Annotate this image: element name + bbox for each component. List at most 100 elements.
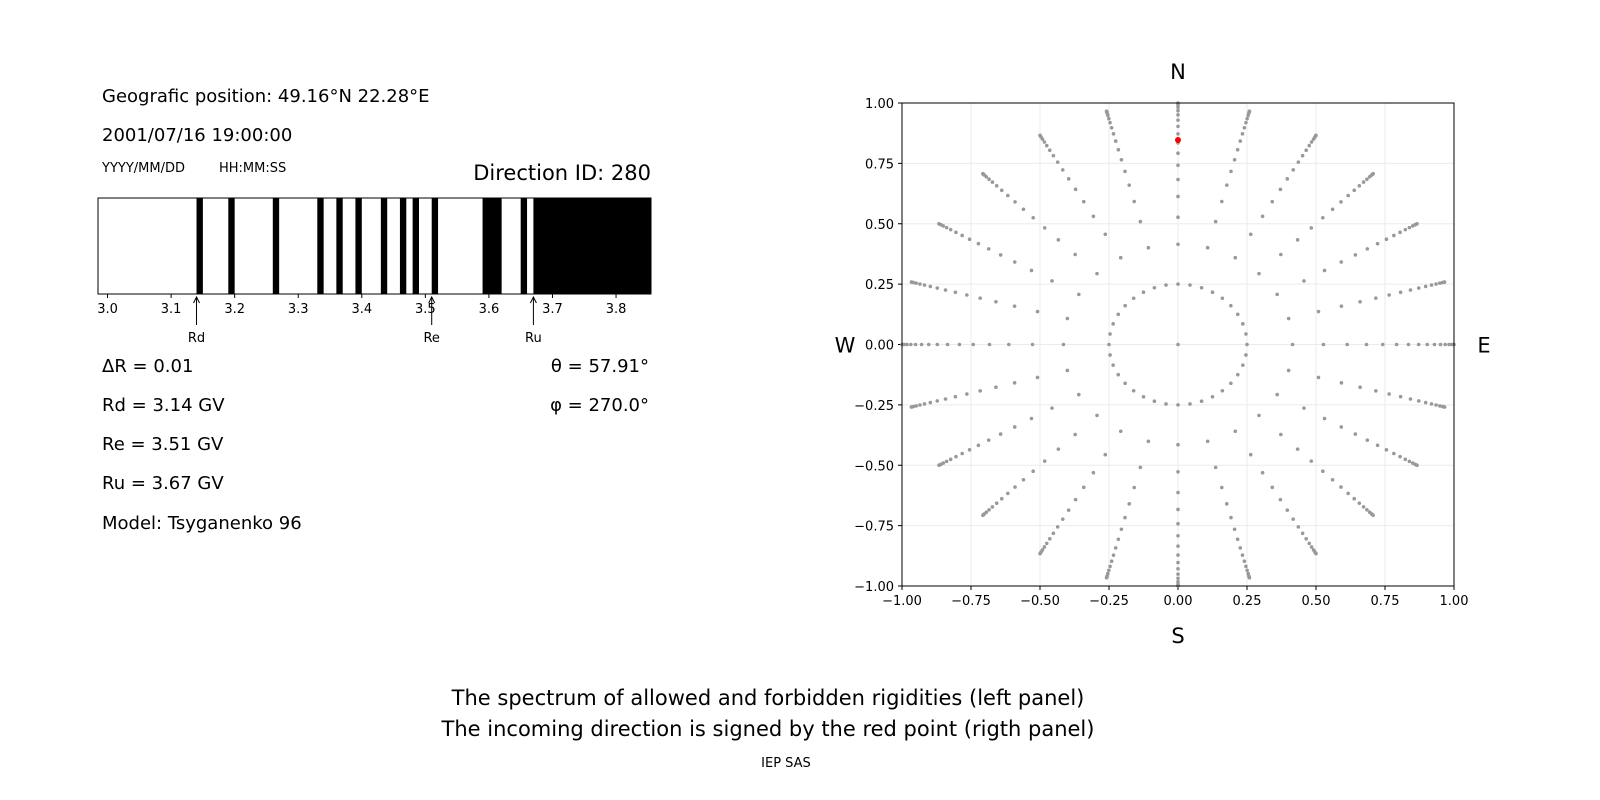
direction-point: [1152, 399, 1157, 404]
direction-point: [1260, 470, 1265, 475]
direction-point: [909, 342, 913, 347]
direction-point: [1387, 392, 1391, 396]
direction-point: [1321, 342, 1326, 347]
direction-point: [1398, 230, 1402, 235]
direction-point: [1285, 508, 1290, 512]
direction-point: [1235, 372, 1240, 377]
direction-point: [1244, 353, 1248, 357]
direction-point: [1423, 284, 1428, 289]
direction-point: [1118, 429, 1123, 434]
direction-point: [1275, 392, 1279, 397]
marker-arrowhead: [193, 295, 200, 304]
direction-point: [935, 286, 940, 290]
y-tick-label: −0.75: [854, 520, 894, 535]
x-tick-label: 3.1: [161, 302, 182, 317]
direction-point: [1257, 413, 1261, 418]
direction-point: [1042, 140, 1047, 144]
direction-point: [1339, 200, 1343, 204]
direction-point: [1375, 241, 1380, 246]
direction-point: [1346, 193, 1350, 198]
datetime: 2001/07/16 19:00:00: [102, 125, 293, 146]
y-tick-label: 0.00: [865, 339, 894, 354]
direction-point: [1152, 285, 1157, 290]
direction-point: [1176, 118, 1180, 122]
direction-point: [1081, 485, 1086, 490]
direction-point: [1056, 447, 1061, 451]
x-tick-label: −0.75: [951, 594, 991, 609]
direction-point: [1176, 194, 1180, 199]
direction-point: [1248, 452, 1253, 457]
direction-point: [1241, 322, 1245, 326]
direction-point: [1416, 286, 1421, 290]
direction-point: [1109, 125, 1114, 130]
direction-point: [1322, 268, 1327, 273]
direction-point: [994, 501, 999, 505]
direction-point: [1304, 148, 1309, 153]
direction-point: [986, 438, 991, 442]
direction-point: [1107, 116, 1111, 121]
direction-point: [1104, 575, 1109, 580]
time-format: HH:MM:SS: [219, 161, 287, 176]
direction-point: [1247, 109, 1252, 114]
forbidden-band: [412, 198, 419, 294]
direction-point: [976, 241, 981, 246]
direction-point: [981, 513, 985, 518]
direction-point: [1056, 238, 1061, 242]
direction-point: [1247, 575, 1252, 580]
direction-point: [909, 405, 914, 409]
direction-point: [1116, 147, 1121, 152]
direction-point: [1138, 219, 1143, 224]
direction-point: [967, 447, 972, 452]
direction-point: [1353, 253, 1358, 257]
direction-point: [1176, 469, 1180, 474]
direction-point: [1309, 545, 1314, 549]
direction-point: [1131, 296, 1136, 301]
direction-point: [1060, 517, 1065, 521]
y-tick-label: −0.50: [854, 459, 894, 474]
direction-point: [1132, 199, 1137, 204]
direction-point: [999, 188, 1004, 193]
direction-point: [928, 400, 933, 405]
direction-point: [905, 342, 909, 347]
direction-point: [1146, 439, 1151, 444]
direction-point: [918, 282, 922, 286]
direction-point: [1244, 332, 1248, 336]
direction-point: [1141, 290, 1146, 295]
direction-point: [990, 505, 995, 509]
direction-point: [1051, 153, 1056, 158]
direction-point: [1176, 533, 1180, 538]
direction-point: [1392, 451, 1396, 456]
y-tick-label: −0.25: [854, 399, 894, 414]
direction-point: [1291, 168, 1296, 172]
direction-point: [1066, 177, 1071, 181]
direction-point: [1131, 388, 1136, 393]
direction-point: [1403, 227, 1408, 232]
direction-point: [1279, 432, 1283, 437]
direction-point: [953, 290, 958, 295]
direction-point: [1233, 429, 1238, 434]
direction-point: [1013, 485, 1017, 489]
direction-point: [998, 432, 1003, 436]
direction-point: [1345, 342, 1349, 347]
direction-point: [1113, 139, 1118, 143]
direction-point: [1073, 497, 1078, 502]
direction-point: [1425, 342, 1430, 347]
marker-label-rd: Rd: [188, 331, 205, 346]
direction-point: [1398, 394, 1403, 399]
direction-point: [1286, 368, 1291, 373]
direction-point: [1302, 406, 1306, 410]
direction-point: [1176, 342, 1180, 347]
direction-point: [1300, 531, 1305, 536]
direction-point: [1164, 402, 1168, 406]
direction-point: [1146, 245, 1151, 250]
direction-point: [913, 342, 918, 347]
direction-point: [1108, 120, 1112, 125]
direction-point: [1042, 459, 1047, 463]
direction-point: [1321, 469, 1325, 474]
direction-point: [1176, 132, 1180, 136]
direction-point: [1065, 368, 1070, 373]
direction-point: [1398, 454, 1402, 459]
compass-south: S: [1171, 624, 1184, 648]
direction-point: [1447, 342, 1451, 347]
direction-point: [1275, 292, 1279, 297]
